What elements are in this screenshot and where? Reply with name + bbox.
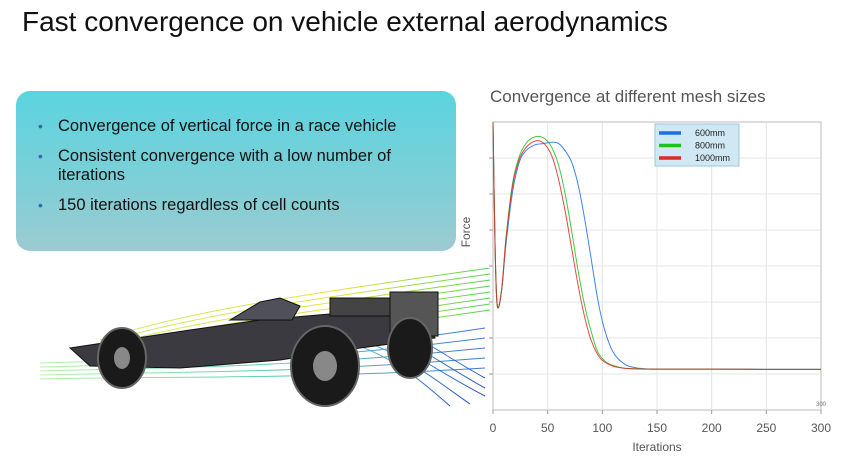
bullet-list: • Convergence of vertical force in a race… [16, 91, 456, 215]
bullet-text: Consistent convergence with a low number… [58, 147, 391, 184]
slide-title: Fast convergence on vehicle external aer… [22, 6, 668, 37]
x-tick-label: 50 [541, 421, 555, 435]
bullet-item: • Convergence of vertical force in a race… [38, 117, 438, 136]
bullet-item: • Consistent convergence with a low numbe… [38, 147, 438, 185]
bullet-text: 150 iterations regardless of cell counts [58, 196, 340, 214]
series-lines [492, 121, 822, 370]
race-car-streamlines-illustration [39, 268, 491, 407]
x-tick-label: 300 [811, 421, 831, 435]
bullet-box: • Convergence of vertical force in a race… [16, 91, 456, 251]
series-line-1000mm [492, 121, 822, 370]
bullet-dot-icon: • [38, 148, 43, 164]
x-tick-label: 200 [702, 421, 722, 435]
bullet-dot-icon: • [38, 197, 43, 213]
y-axis-label: Force [459, 216, 473, 247]
x-tick-label: 250 [756, 421, 776, 435]
x-tick-label: 150 [647, 421, 667, 435]
bullet-item: • 150 iterations regardless of cell count… [38, 196, 438, 215]
bullet-dot-icon: • [38, 118, 43, 134]
x-tick-label: 0 [490, 421, 497, 435]
legend-label: 1000mm [695, 153, 730, 163]
x-tick-label: 100 [592, 421, 612, 435]
bullet-text: Convergence of vertical force in a race … [58, 117, 397, 135]
grid-lines [489, 122, 821, 410]
chart-legend: 600mm 800mm 1000mm [654, 123, 740, 167]
legend-label: 800mm [695, 141, 725, 151]
chart-title: Convergence at different mesh sizes [490, 87, 766, 106]
convergence-line-chart: 0 50 100 150 200 250 300 Iterations Force 300 … [459, 121, 831, 454]
x-axis-label: Iterations [632, 440, 681, 454]
legend-label: 600mm [695, 128, 725, 138]
x-axis-ticks: 0 50 100 150 200 250 300 [490, 410, 831, 435]
corner-note: 300 [816, 402, 827, 408]
wheel-hubs [114, 347, 337, 381]
